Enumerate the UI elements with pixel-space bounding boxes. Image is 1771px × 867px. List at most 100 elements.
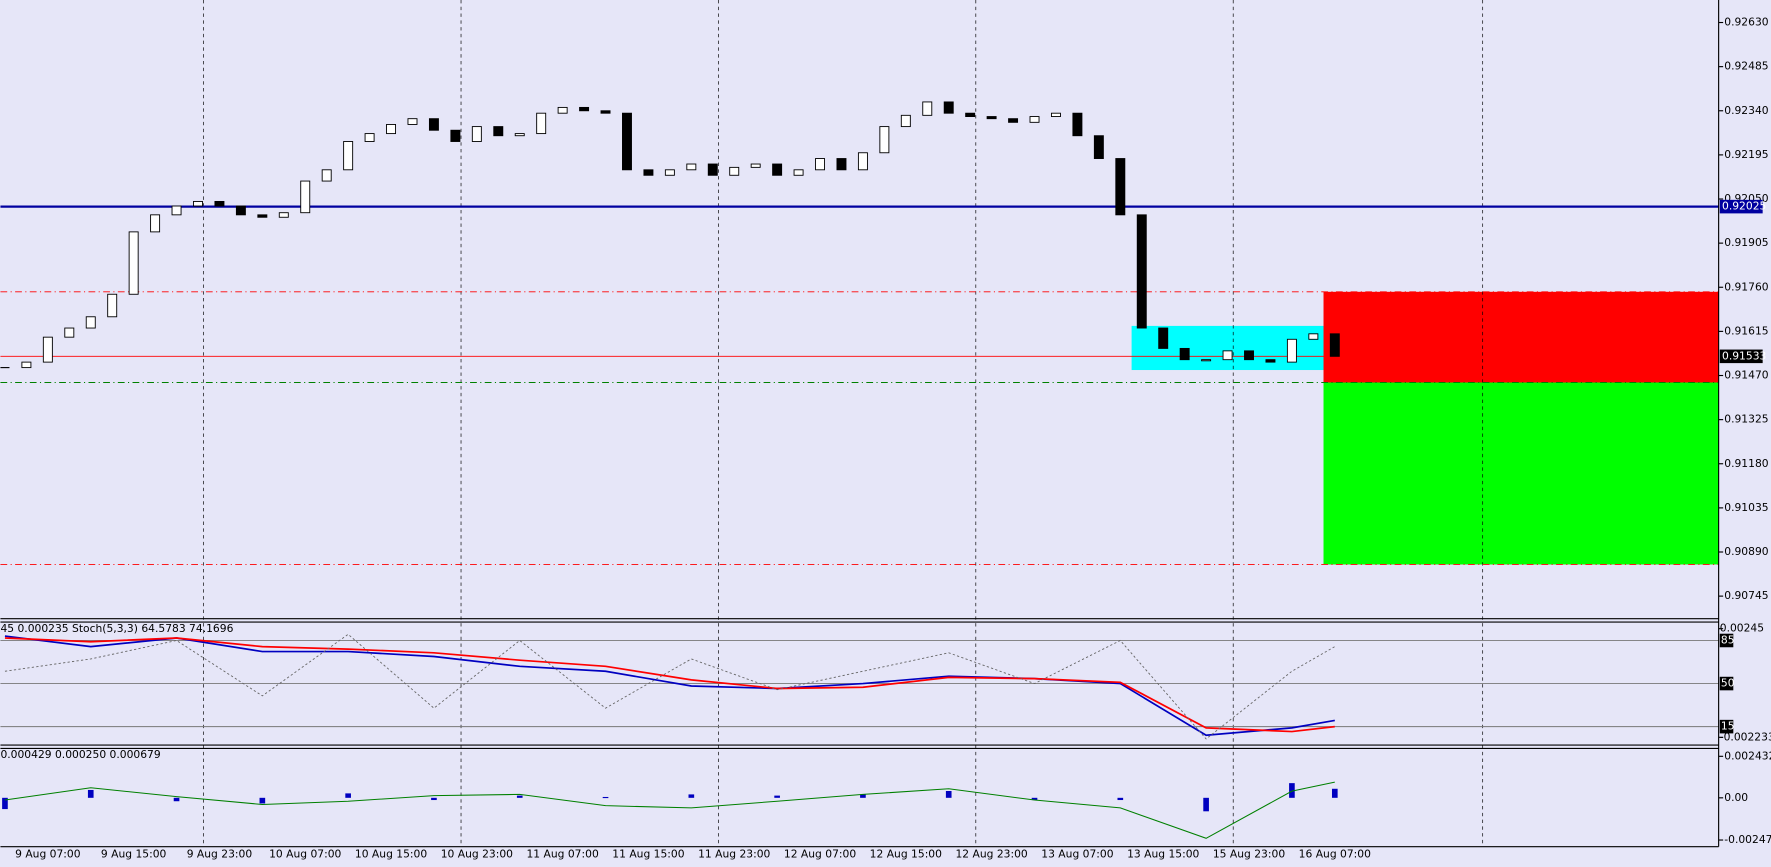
candle — [171, 205, 182, 216]
x-tick-label: 12 Aug 07:00 — [784, 848, 856, 861]
candle — [943, 101, 954, 114]
y-tick-label: 85 — [1721, 633, 1735, 646]
candle — [42, 336, 53, 363]
histogram-bar — [774, 795, 780, 798]
candle — [857, 152, 868, 171]
candle — [557, 106, 568, 114]
candle — [579, 106, 590, 112]
histogram-bar — [602, 796, 609, 799]
candle — [386, 124, 397, 135]
candle — [128, 231, 139, 295]
candle — [707, 163, 718, 176]
candle — [1201, 359, 1212, 362]
candle — [1179, 347, 1190, 361]
price-tag — [1719, 199, 1763, 214]
y-tick-label: -0.002473 — [1724, 833, 1771, 846]
y-tick-label: 0.91180 — [1724, 457, 1769, 470]
histogram-bar — [2, 797, 8, 810]
y-tick-label: 0.91035 — [1724, 501, 1768, 514]
histogram-bar — [87, 789, 94, 798]
candle — [1050, 112, 1061, 117]
candle — [729, 166, 740, 176]
candle — [278, 212, 289, 218]
candle — [214, 200, 225, 207]
y-tick-label: 0.002432 — [1724, 749, 1771, 762]
y-tick-label: 0.00 — [1724, 791, 1748, 804]
x-tick-label: 10 Aug 07:00 — [269, 848, 341, 861]
candle — [1329, 333, 1340, 357]
y-tick-label: 0.92630 — [1724, 16, 1769, 29]
candle — [1244, 350, 1254, 361]
x-tick-label: 13 Aug 07:00 — [1041, 848, 1113, 861]
histogram-bar — [1117, 797, 1124, 801]
y-tick-label: 0.90890 — [1724, 545, 1769, 558]
x-tick-label: 10 Aug 15:00 — [355, 848, 427, 861]
candle — [900, 114, 911, 128]
signal-line — [4, 781, 1335, 839]
x-tick-label: 9 Aug 15:00 — [101, 848, 167, 861]
y-tick-label: 50 — [1721, 677, 1735, 690]
candle — [1286, 338, 1297, 363]
candle — [815, 158, 825, 171]
panel-title: 45 0.000235 Stoch(5,3,3) 64.5783 74.1696 — [0, 622, 233, 635]
candle — [986, 116, 997, 120]
candle — [536, 112, 547, 135]
candle — [1158, 327, 1169, 349]
candle — [85, 316, 96, 329]
candle — [450, 129, 461, 142]
histogram-bar — [945, 790, 952, 798]
candle — [643, 169, 654, 176]
candle — [1115, 158, 1126, 216]
histogram-bar — [259, 797, 266, 804]
candle — [364, 133, 375, 142]
level-tag — [1719, 719, 1734, 734]
candle — [1072, 112, 1083, 137]
stoch-line — [4, 633, 1336, 740]
y-tick-label: 0.92195 — [1724, 148, 1768, 161]
x-tick-label: 10 Aug 23:00 — [441, 848, 513, 861]
x-tick-label: 16 Aug 07:00 — [1299, 848, 1371, 861]
y-tick-label: 0.91470 — [1724, 369, 1769, 382]
y-tick-label: 15 — [1721, 720, 1735, 733]
candle — [750, 163, 761, 168]
histogram-bar — [1031, 797, 1038, 801]
candle — [343, 141, 354, 171]
y-tick-label: 0.91905 — [1724, 236, 1768, 249]
candle — [321, 169, 332, 182]
y-tick-label: 0.91615 — [1724, 324, 1768, 337]
stoch-line — [4, 637, 1335, 733]
x-tick-label: 13 Aug 15:00 — [1127, 848, 1199, 861]
candle — [235, 205, 246, 216]
candle — [1136, 214, 1147, 329]
candle — [1222, 350, 1233, 361]
histogram-bar — [688, 794, 695, 798]
candle — [257, 214, 268, 218]
x-tick-label: 12 Aug 23:00 — [955, 848, 1027, 861]
histogram-bar — [860, 794, 866, 798]
candle — [21, 361, 32, 369]
histogram-bar — [431, 797, 437, 801]
x-tick-label: 11 Aug 15:00 — [612, 848, 684, 861]
x-tick-label: 9 Aug 07:00 — [15, 848, 81, 861]
histogram-bar — [345, 793, 351, 798]
candle — [64, 327, 75, 338]
x-tick-label: 9 Aug 23:00 — [187, 848, 253, 861]
candle — [1265, 359, 1276, 363]
level-tag — [1719, 633, 1734, 648]
candle — [150, 214, 161, 233]
candle — [922, 101, 933, 116]
x-tick-label: 15 Aug 23:00 — [1213, 848, 1285, 861]
candle — [300, 180, 311, 214]
candle — [664, 169, 675, 176]
candle — [193, 200, 203, 207]
y-tick-label: 0.92485 — [1724, 60, 1768, 73]
x-tick-label: 11 Aug 23:00 — [698, 848, 770, 861]
histogram-bar — [1331, 788, 1338, 798]
price-tag-label: 0.91533 — [1722, 349, 1766, 362]
candle — [622, 112, 632, 171]
price-tag — [1719, 349, 1763, 364]
y2-tick-label: -0.002233 — [1720, 730, 1771, 743]
histogram-bar — [173, 797, 180, 802]
